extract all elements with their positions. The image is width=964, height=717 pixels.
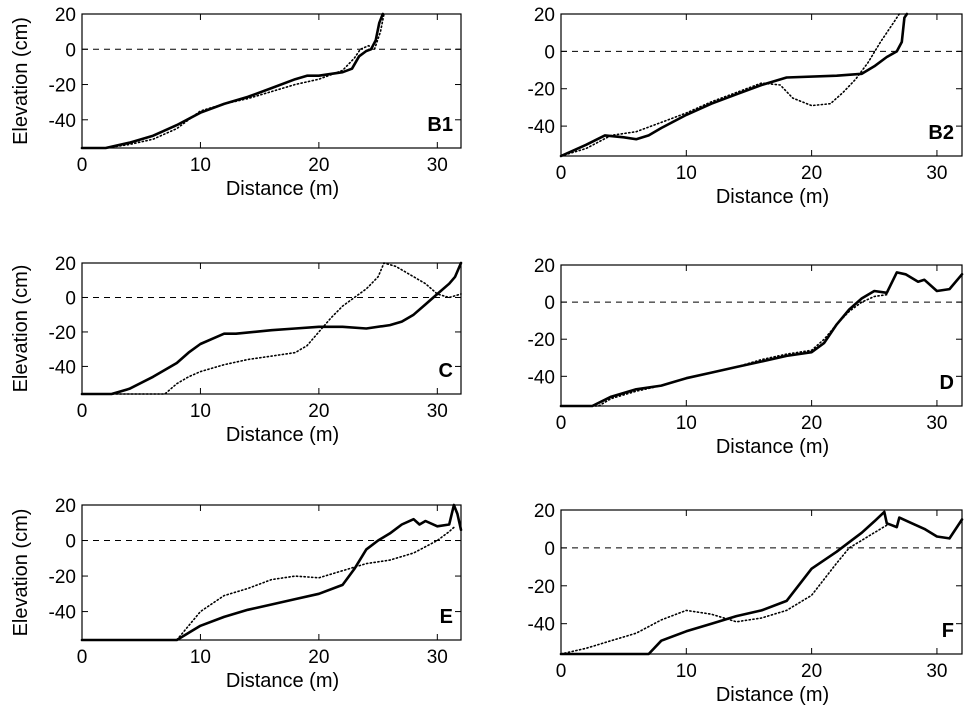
y-tick-label: 0 <box>65 532 76 553</box>
x-axis-title: Distance (m) <box>226 670 339 692</box>
x-tick-label: 20 <box>308 155 329 176</box>
y-tick-label: 0 <box>544 42 555 63</box>
y-tick-label: -40 <box>49 111 76 132</box>
panel-label: D <box>940 372 954 394</box>
x-axis-title: Distance (m) <box>716 186 829 208</box>
panel-label: E <box>440 606 453 628</box>
y-tick-label: 20 <box>534 256 555 277</box>
y-tick-label: -20 <box>49 567 76 588</box>
x-tick-label: 0 <box>556 163 567 184</box>
y-tick-label: -40 <box>528 615 555 636</box>
axes-frame <box>81 504 462 641</box>
series-dotted-profile <box>560 293 888 407</box>
series-dotted-profile <box>560 524 888 655</box>
y-tick-label: -40 <box>49 603 76 624</box>
x-tick-label: 0 <box>77 155 88 176</box>
y-tick-label: 20 <box>55 254 76 275</box>
y-tick-label: -20 <box>528 577 555 598</box>
y-tick-label: -40 <box>528 367 555 388</box>
y-tick-label: 20 <box>534 501 555 522</box>
x-axis-title: Distance (m) <box>226 424 339 446</box>
x-tick-label: 20 <box>801 413 822 434</box>
y-tick-label: 0 <box>544 293 555 314</box>
x-tick-label: 0 <box>77 401 88 422</box>
axes-frame <box>560 264 963 407</box>
x-tick-label: 30 <box>926 413 947 434</box>
y-tick-label: 0 <box>65 288 76 309</box>
x-tick-label: 20 <box>308 647 329 668</box>
y-tick-label: -20 <box>528 330 555 351</box>
y-tick-label: 0 <box>65 40 76 61</box>
axes-frame <box>560 509 963 655</box>
series-solid-profile <box>80 261 463 396</box>
axes-frame <box>560 13 963 157</box>
x-tick-label: 20 <box>801 163 822 184</box>
y-tick-label: -20 <box>49 323 76 344</box>
panel-label: B1 <box>427 114 453 136</box>
x-tick-label: 10 <box>190 401 211 422</box>
x-tick-label: 30 <box>427 647 448 668</box>
series-dotted-profile <box>560 13 901 157</box>
x-axis-title: Distance (m) <box>716 436 829 458</box>
x-tick-label: 30 <box>926 163 947 184</box>
x-tick-label: 30 <box>427 155 448 176</box>
x-axis-title: Distance (m) <box>226 178 339 200</box>
x-tick-label: 10 <box>190 155 211 176</box>
x-tick-label: 30 <box>427 401 448 422</box>
y-axis-title: Elevation (cm) <box>10 17 32 145</box>
y-tick-label: 20 <box>55 5 76 26</box>
x-tick-label: 10 <box>676 413 697 434</box>
y-axis-title: Elevation (cm) <box>10 509 32 637</box>
series-solid-profile <box>80 503 463 642</box>
y-tick-label: -20 <box>49 76 76 97</box>
axes-frame <box>81 13 462 149</box>
x-tick-label: 20 <box>801 661 822 682</box>
y-tick-label: -40 <box>528 117 555 138</box>
x-tick-label: 0 <box>556 661 567 682</box>
x-tick-label: 30 <box>926 661 947 682</box>
y-tick-label: 20 <box>55 496 76 517</box>
series-dotted-profile <box>81 525 456 641</box>
y-tick-label: 20 <box>534 5 555 26</box>
panel-label: C <box>439 360 453 382</box>
x-tick-label: 10 <box>676 661 697 682</box>
y-tick-label: 0 <box>544 539 555 560</box>
panel-label: F <box>942 620 954 642</box>
series-solid-profile <box>80 12 385 150</box>
series-solid-profile <box>559 12 909 158</box>
panel-label: B2 <box>928 122 954 144</box>
x-tick-label: 10 <box>676 163 697 184</box>
y-axis-title: Elevation (cm) <box>10 265 32 393</box>
series-solid-profile <box>559 271 964 408</box>
series-solid-profile <box>559 510 964 656</box>
x-axis-title: Distance (m) <box>716 684 829 706</box>
series-dotted-profile <box>81 13 385 149</box>
x-tick-label: 10 <box>190 647 211 668</box>
series-dotted-profile <box>81 262 462 395</box>
y-tick-label: -40 <box>49 357 76 378</box>
y-tick-label: -20 <box>528 80 555 101</box>
x-tick-label: 20 <box>308 401 329 422</box>
x-tick-label: 0 <box>77 647 88 668</box>
axes-frame <box>81 262 462 395</box>
x-tick-label: 0 <box>556 413 567 434</box>
